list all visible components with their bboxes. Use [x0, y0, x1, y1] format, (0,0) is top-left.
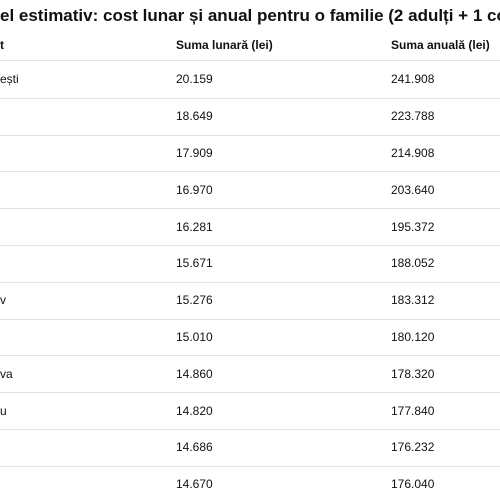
cell-value: 183.312 — [391, 293, 435, 308]
cell-value: 180.120 — [391, 330, 435, 344]
cell-value: 14.686 — [176, 440, 213, 455]
cell-value: 214.908 — [391, 146, 435, 160]
cell-value: 223.788 — [391, 109, 435, 124]
cell-value: 178.320 — [391, 366, 435, 381]
cell-value: 18.649 — [176, 109, 213, 124]
row-rule — [0, 355, 500, 356]
row-label: v — [0, 293, 6, 308]
cell-value: 14.670 — [176, 477, 213, 492]
cell-value: 177.840 — [391, 403, 435, 418]
cell-value: 14.820 — [176, 403, 213, 418]
cell-value: 17.909 — [176, 146, 213, 160]
column-header: Suma lunară (lei) — [176, 38, 273, 52]
cell-value: 15.276 — [176, 293, 213, 308]
cell-value: 16.281 — [176, 219, 213, 234]
row-rule — [0, 466, 500, 467]
cell-value: 176.040 — [391, 477, 435, 492]
row-label: u — [0, 403, 7, 418]
cell-value: 20.159 — [176, 72, 213, 87]
cell-value: 15.671 — [176, 256, 213, 271]
row-rule — [0, 282, 500, 283]
table-title: el estimativ: cost lunar și anual pentru… — [0, 6, 500, 25]
cell-value: 15.010 — [176, 330, 213, 344]
row-rule — [0, 319, 500, 320]
cell-value: 195.372 — [391, 219, 435, 234]
cell-value: 176.232 — [391, 440, 435, 455]
column-header: t — [0, 38, 4, 52]
row-rule — [0, 208, 500, 209]
column-header: Suma anuală (lei) — [391, 38, 490, 52]
cell-value: 203.640 — [391, 182, 435, 197]
row-rule — [0, 135, 500, 136]
row-label: va — [0, 366, 13, 381]
header-rule — [0, 60, 500, 61]
row-rule — [0, 171, 500, 172]
row-label: ești — [0, 72, 19, 87]
row-rule — [0, 392, 500, 393]
row-rule — [0, 429, 500, 430]
cell-value: 16.970 — [176, 182, 213, 197]
row-rule — [0, 98, 500, 99]
cell-value: 241.908 — [391, 72, 435, 87]
cell-value: 14.860 — [176, 366, 213, 381]
cell-value: 188.052 — [391, 256, 435, 271]
row-rule — [0, 245, 500, 246]
